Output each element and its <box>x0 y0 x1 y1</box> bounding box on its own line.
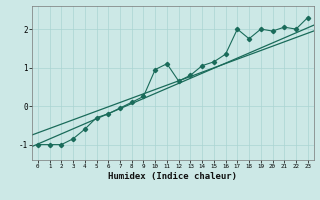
X-axis label: Humidex (Indice chaleur): Humidex (Indice chaleur) <box>108 172 237 181</box>
